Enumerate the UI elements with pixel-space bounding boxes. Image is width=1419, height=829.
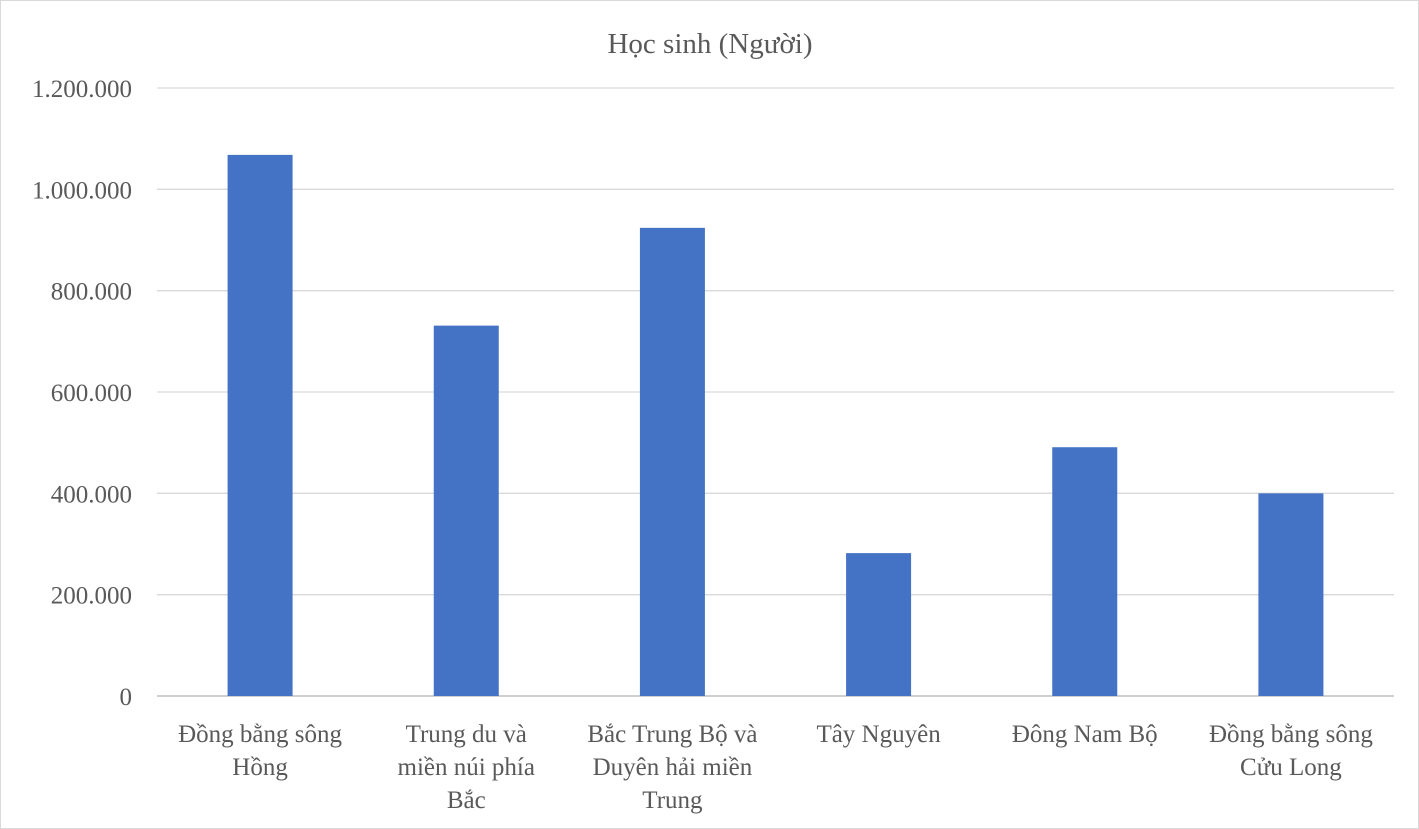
y-tick-label: 600.000: [51, 380, 132, 407]
x-tick-label: Trung du và miền núi phía Bắc: [398, 721, 535, 814]
y-tick-label: 400.000: [51, 481, 132, 508]
x-axis-labels: Đồng bằng sông Hồng Trung du và miền núi ph…: [178, 721, 1373, 814]
y-axis-ticks: 0 200.000 400.000 600.000 800.000 1.000.000 1.…: [32, 76, 132, 711]
y-tick-label: 800.000: [51, 279, 132, 306]
x-tick-label: Đồng bằng sông Cửu Long: [1209, 721, 1373, 781]
x-tick-label: Đông Nam Bộ: [1012, 721, 1158, 748]
gridlines: [157, 87, 1394, 697]
x-tick-label: Bắc Trung Bộ và Duyên hải miền Trung: [587, 721, 757, 814]
y-tick-label: 0: [120, 684, 133, 711]
chart-title: Học sinh (Người): [607, 28, 812, 60]
x-tick-label: Tây Nguyên: [816, 721, 941, 748]
bar: [1052, 447, 1118, 696]
y-tick-label: 200.000: [51, 583, 132, 610]
bar: [227, 154, 293, 696]
y-tick-label: 1.000.000: [32, 177, 132, 204]
bar: [846, 553, 912, 696]
bar: [433, 325, 499, 696]
bars: [227, 154, 1324, 696]
bar: [1258, 493, 1324, 696]
bar: [639, 227, 705, 696]
x-tick-label: Đồng bằng sông Hồng: [178, 721, 342, 781]
y-tick-label: 1.200.000: [32, 76, 132, 103]
